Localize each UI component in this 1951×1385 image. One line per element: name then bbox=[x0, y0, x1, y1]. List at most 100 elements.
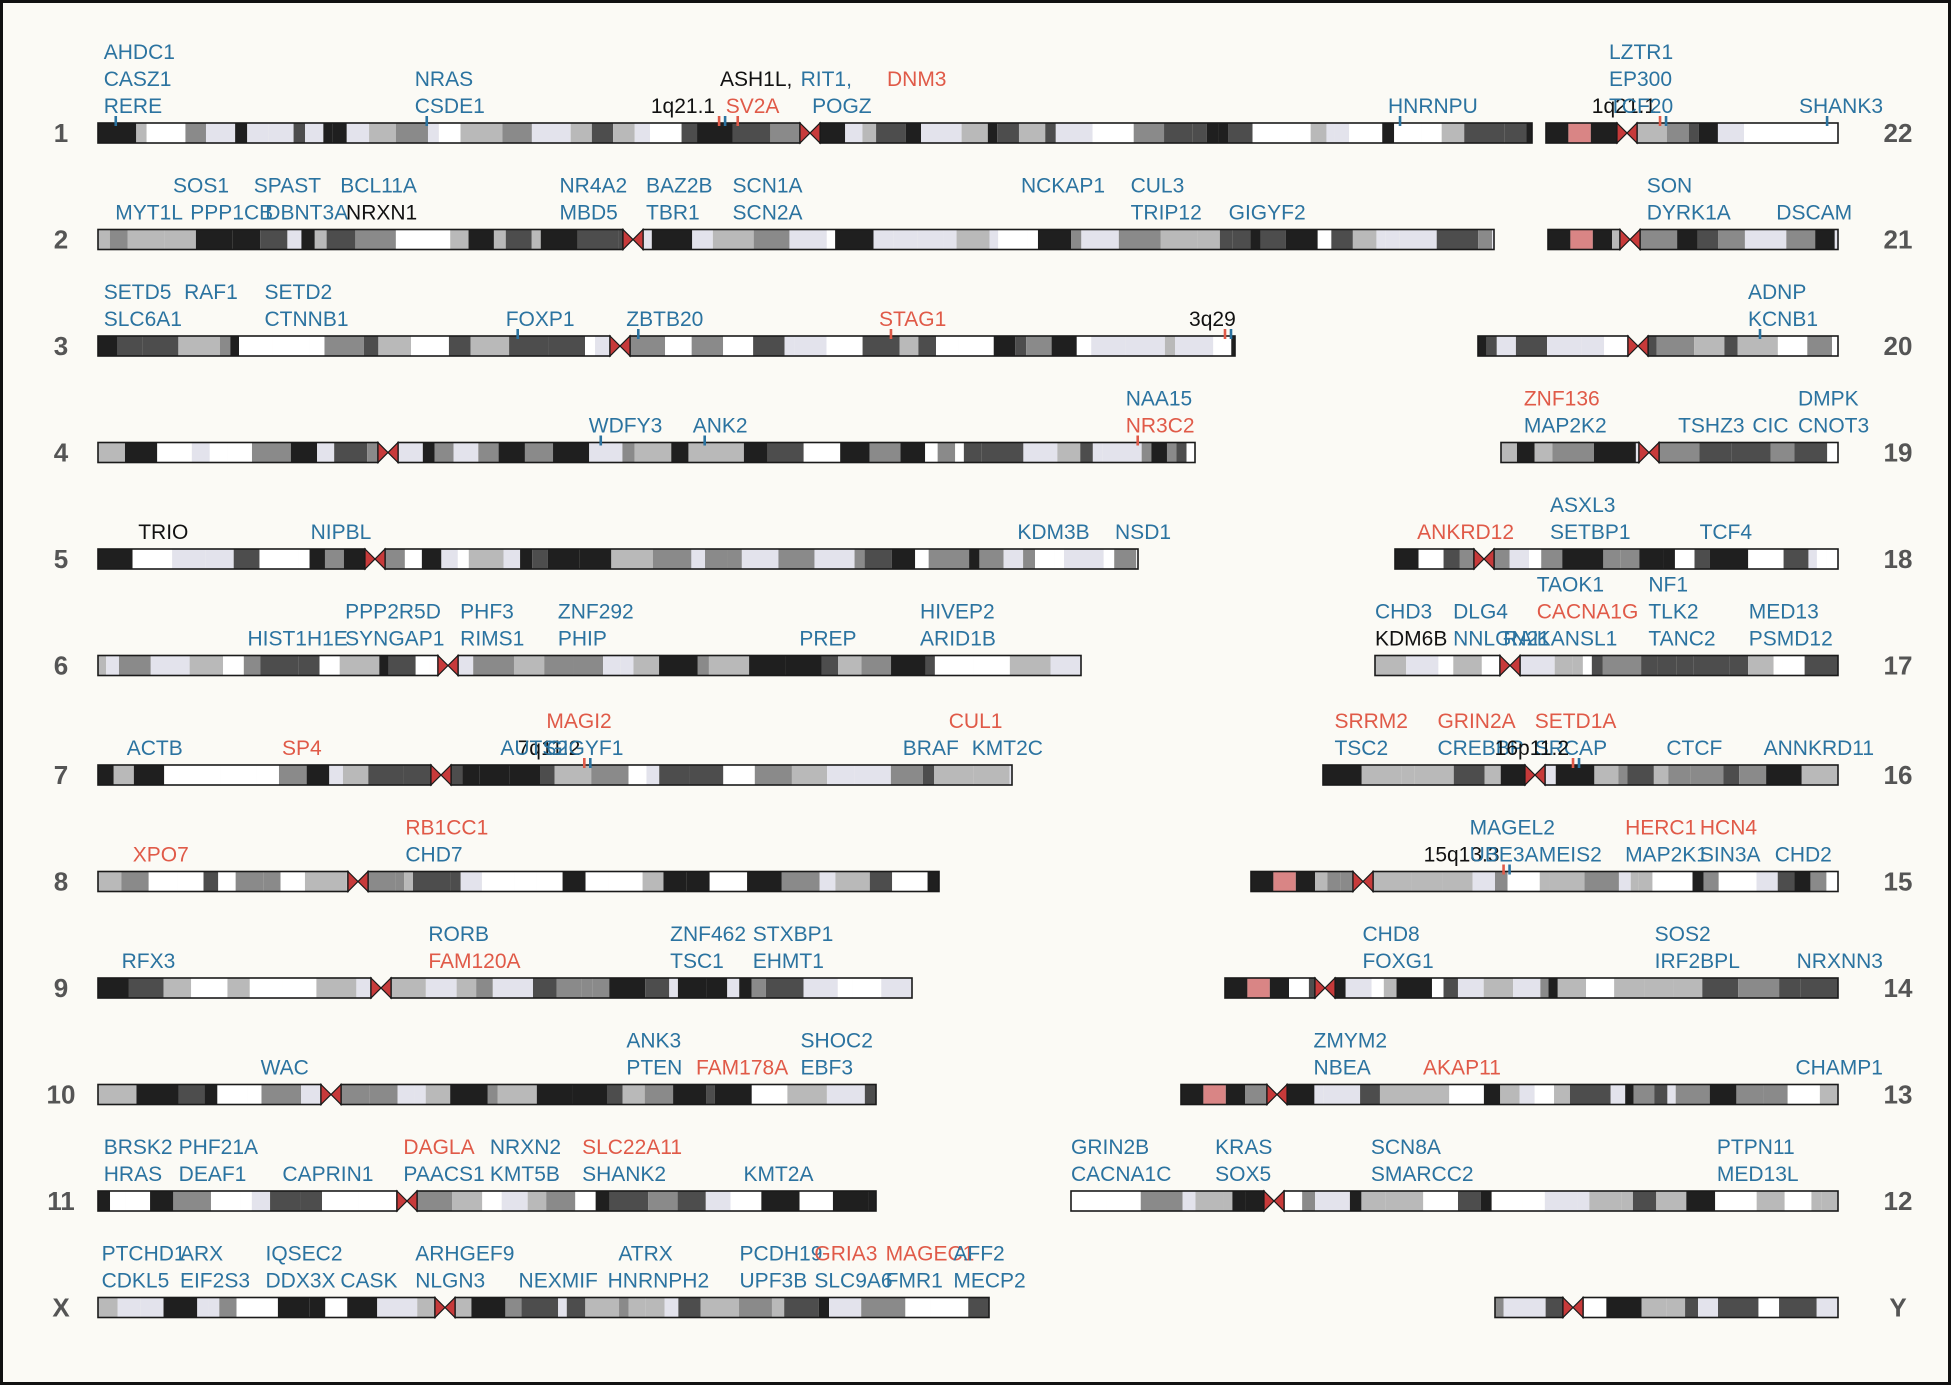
gene-label: PHF21A bbox=[179, 1136, 258, 1159]
chromosome-number: 15 bbox=[1884, 867, 1913, 897]
gene-label: MAP2K2 bbox=[1524, 415, 1607, 438]
gene-label: GRIA3 bbox=[814, 1243, 877, 1266]
centromere bbox=[1562, 1296, 1584, 1319]
centromere bbox=[364, 547, 386, 571]
centromere bbox=[1524, 763, 1546, 787]
centromere bbox=[1266, 1083, 1288, 1106]
chromosome-bands bbox=[97, 228, 1495, 251]
chromosome-number: 18 bbox=[1884, 544, 1913, 574]
gene-label: SRRM2 bbox=[1334, 710, 1408, 733]
chromosome-number: 20 bbox=[1884, 331, 1913, 361]
chromosome-bands bbox=[1070, 1190, 1839, 1212]
gene-label: NRXNN3 bbox=[1797, 950, 1883, 973]
gene-label: CACNA1C bbox=[1071, 1163, 1171, 1186]
gene-label: STAG1 bbox=[879, 308, 946, 331]
gene-label: DNM3 bbox=[887, 68, 947, 91]
chromosome-bands bbox=[97, 654, 1082, 677]
gene-label: BRSK2 bbox=[104, 1136, 173, 1159]
gene-label: CTCF bbox=[1666, 737, 1722, 760]
gene-label: MYT1L bbox=[115, 202, 183, 225]
gene-label: NCKAP1 bbox=[1021, 175, 1105, 198]
chromosome-21: 21 SON DYRK1A DSCAM bbox=[1547, 175, 1912, 255]
gene-label: MAP2K1 bbox=[1625, 844, 1708, 867]
chromosome-13: 13 ZMYM2 NBEA AKAP11 CHAMP1 bbox=[1180, 1030, 1912, 1110]
chromosome-bands bbox=[1394, 548, 1839, 570]
chromosome-number: 11 bbox=[47, 1186, 75, 1216]
gene-label: SETD2 bbox=[265, 281, 333, 304]
gene-label: DDX3X bbox=[266, 1270, 336, 1293]
gene-label: KDM6B bbox=[1375, 628, 1447, 651]
gene-label: CDKL5 bbox=[102, 1270, 170, 1293]
gene-label: PHF3 bbox=[460, 601, 514, 624]
gene-label: FAM178A bbox=[696, 1057, 788, 1080]
gene-label: SHOC2 bbox=[801, 1030, 873, 1053]
centromere bbox=[320, 1083, 342, 1106]
gene-label: TBR1 bbox=[646, 202, 700, 225]
gene-label: PSMD12 bbox=[1749, 628, 1833, 651]
chromosome-bands bbox=[97, 122, 1533, 144]
chromosome-number: 7 bbox=[54, 760, 68, 790]
gene-label: CACNA1G bbox=[1537, 601, 1639, 624]
gene-label: WAC bbox=[261, 1057, 309, 1080]
gene-label: DMPK bbox=[1798, 388, 1859, 411]
gene-label: NRXN1 bbox=[346, 202, 417, 225]
gene-label: CHD3 bbox=[1375, 601, 1432, 624]
gene-label: UPF3B bbox=[740, 1270, 808, 1293]
gene-label: NEXMIF bbox=[519, 1270, 598, 1293]
gene-label: ANKRD12 bbox=[1417, 521, 1514, 544]
chromosome-number: 14 bbox=[1884, 973, 1913, 1003]
gene-label: TANC2 bbox=[1648, 628, 1715, 651]
gene-label: ZMYM2 bbox=[1314, 1030, 1388, 1053]
gene-label: PAACS1 bbox=[403, 1163, 484, 1186]
gene-label: PREP bbox=[799, 628, 856, 651]
gene-label: NBEA bbox=[1314, 1057, 1371, 1080]
chromosome-number: 6 bbox=[54, 651, 68, 681]
chromosome-bands bbox=[97, 764, 1013, 786]
centromere bbox=[1263, 1189, 1285, 1213]
centromere bbox=[347, 870, 369, 893]
gene-label: NLGN3 bbox=[415, 1270, 485, 1293]
gene-label: RFX3 bbox=[122, 950, 176, 973]
chromosome-16: 16 SRRM2 TSC2 GRIN2A CREBBP SETD1A SRCAP16p11.… bbox=[1322, 710, 1912, 790]
gene-label: ZNF292 bbox=[558, 601, 634, 624]
gene-label: KCNB1 bbox=[1748, 308, 1818, 331]
centromere bbox=[434, 1296, 456, 1319]
gene-label: MECP2 bbox=[953, 1270, 1025, 1293]
gene-label: KMT2A bbox=[743, 1163, 813, 1186]
gene-label: BCL11A bbox=[340, 175, 417, 198]
gene-label: IRF2BPL bbox=[1655, 950, 1740, 973]
gene-label: NIPBL bbox=[311, 521, 372, 544]
centromere bbox=[1473, 547, 1495, 571]
gene-label: CASK bbox=[340, 1270, 397, 1293]
chromosome-number: 4 bbox=[54, 438, 69, 468]
gene-label: PTPN11 bbox=[1717, 1136, 1795, 1159]
gene-label: MEIS2 bbox=[1539, 844, 1602, 867]
gene-label: EP300 bbox=[1609, 68, 1672, 91]
chromosome-8: 8 XPO7 RB1CC1 CHD7 bbox=[54, 817, 940, 897]
gene-label: TSC1 bbox=[670, 950, 724, 973]
gene-label: XPO7 bbox=[133, 844, 189, 867]
centromere bbox=[1314, 976, 1336, 1000]
chromosome-number: 2 bbox=[54, 225, 68, 255]
gene-label: CASZ1 bbox=[104, 68, 172, 91]
gene-label: SCN8A bbox=[1371, 1136, 1441, 1159]
chromosome-12: 12 GRIN2B CACNA1C KRAS SOX5 SCN8A SMARCC2 PTPN1… bbox=[1070, 1136, 1912, 1216]
chromosome-bands bbox=[97, 977, 913, 999]
chromosome-bands bbox=[97, 1190, 877, 1212]
gene-label: CIC bbox=[1752, 415, 1788, 438]
gene-label: SETD1A bbox=[1535, 710, 1617, 733]
gene-label: SCN1A bbox=[733, 175, 803, 198]
gene-label: FOXG1 bbox=[1362, 950, 1433, 973]
gene-label: MED13L bbox=[1717, 1163, 1799, 1186]
gene-label: HERC1 bbox=[1625, 817, 1696, 840]
gene-label: TRIO bbox=[138, 521, 188, 544]
gene-label: EBF3 bbox=[801, 1057, 854, 1080]
centromere bbox=[396, 1189, 418, 1213]
chromosome-bands bbox=[97, 548, 1139, 570]
